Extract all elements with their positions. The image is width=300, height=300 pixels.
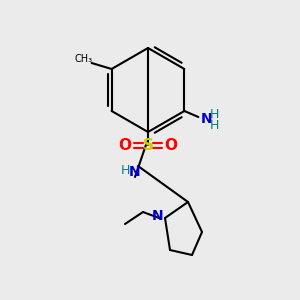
Text: H: H [210, 107, 219, 121]
Text: N: N [152, 209, 164, 223]
Text: O: O [164, 137, 178, 152]
Text: H: H [210, 118, 219, 131]
Text: O: O [118, 137, 131, 152]
Text: N: N [129, 165, 141, 179]
Text: N: N [201, 112, 212, 126]
Text: CH₃: CH₃ [75, 54, 93, 64]
Text: S: S [142, 137, 154, 152]
Text: H: H [120, 164, 130, 176]
